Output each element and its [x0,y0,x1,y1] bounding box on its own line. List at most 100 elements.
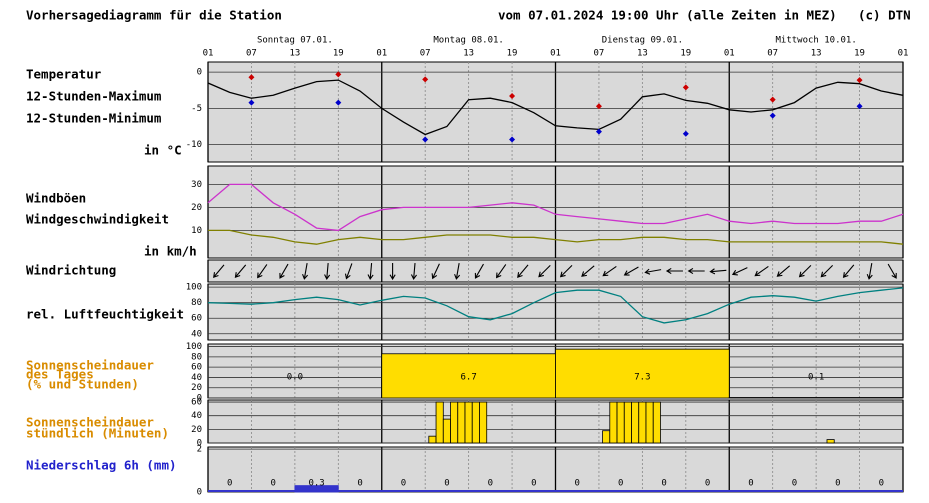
wind-arrow [324,262,331,281]
x-tick-label: 01 [203,49,214,59]
data-point [509,93,516,100]
bar [294,485,339,493]
y-tick-label: 10 [191,226,202,236]
x-tick-label: 19 [333,49,344,59]
y-tick-label: -5 [191,104,202,114]
value-label: 0 [357,479,362,489]
value-label: 0 [488,479,493,489]
panel-title: (% und Stunden) [26,377,139,392]
y-tick-label: 20 [191,383,202,393]
value-label: 0 [270,479,275,489]
x-tick-label: 19 [680,49,691,59]
data-point [682,130,689,137]
wind-arrow [820,264,834,278]
value-label: 0 [748,479,753,489]
wind-arrow [731,267,748,276]
y-tick-label: 100 [186,342,202,352]
bar [631,401,640,444]
panel-title: Niederschlag 6h (mm) [26,458,177,473]
bar [471,401,480,444]
x-tick-label: 07 [420,49,431,59]
x-tick-label: 01 [724,49,735,59]
data-point [509,136,516,143]
bar [555,348,730,399]
legend-entry: Windböen [26,191,86,206]
x-tick-label: 13 [289,49,300,59]
x-tick-label: 07 [767,49,778,59]
panel-title: Sonnenscheindauer [26,358,154,373]
data-point [769,96,776,103]
y-tick-label: 0 [197,488,202,498]
y-tick-label: 60 [191,363,202,373]
legend-entry: rel. Luftfeuchtigkeit [26,307,184,322]
y-tick-label: -10 [186,140,202,150]
wind-arrow [623,266,639,276]
value-label: 0 [705,479,710,489]
panel-title: stündlich (Minuten) [26,426,169,441]
wind-arrow [367,262,374,281]
panel-title: Sonnenscheindauer [26,415,154,430]
x-tick-label: 07 [594,49,605,59]
y-tick-label: 60 [191,314,202,324]
bar [645,401,654,444]
y-tick-label: 20 [191,425,202,435]
value-label: 0 [227,479,232,489]
bar [381,353,556,399]
legend-entry: Windgeschwindigkeit [26,212,169,227]
wind-arrow [581,265,595,277]
y-tick-label: 0 [197,68,202,78]
data-point [335,71,342,78]
axis-label: in °C [144,143,182,158]
wind-arrow [538,264,551,278]
wind-arrow [389,263,396,281]
data-point [335,99,342,106]
y-tick-label: 20 [191,203,202,213]
data-line [207,183,904,232]
data-point [769,112,776,119]
wind-arrow [410,262,418,281]
x-tick-label: 13 [811,49,822,59]
wind-arrow [213,264,225,278]
bar [479,401,488,444]
bar [450,401,459,444]
data-point [595,103,602,110]
value-label: 0 [531,479,536,489]
copyright: (c) DTN [858,8,911,23]
wind-arrow [431,263,440,280]
bar [638,401,647,444]
wind-arrow [454,263,461,280]
panel-title: des Tages [26,367,94,382]
value-label: 0.0 [287,373,303,383]
value-label: 0.3 [308,479,324,489]
wind-arrow [474,263,484,279]
y-tick-label: 40 [191,411,202,421]
wind-arrow [496,264,507,279]
bar [428,435,437,444]
bar [623,401,632,444]
x-tick-label: 01 [898,49,909,59]
x-tick-label: 07 [246,49,257,59]
data-point [595,128,602,135]
x-tick-label: 19 [854,49,865,59]
wind-arrow [687,267,705,275]
run-info: vom 07.01.2024 19:00 Uhr (alle Zeiten in… [498,8,837,23]
value-label: 7.3 [634,373,650,383]
y-tick-label: 100 [186,283,202,293]
y-tick-label: 2 [197,445,202,455]
y-tick-label: 80 [191,352,202,362]
panel-title: Temperatur [26,67,102,82]
bar [728,397,904,399]
wind-arrow [866,263,873,280]
y-tick-label: 30 [191,180,202,190]
y-tick-label: 80 [191,298,202,308]
value-label: 0 [444,479,449,489]
wind-arrow [602,265,617,277]
bar [602,430,611,444]
data-point [248,99,255,106]
wind-arrow [344,263,353,280]
value-label: 0 [618,479,623,489]
wind-arrow [234,264,247,278]
day-label: Sonntag 07.01. [257,36,333,46]
panel-title: Windrichtung [26,263,116,278]
